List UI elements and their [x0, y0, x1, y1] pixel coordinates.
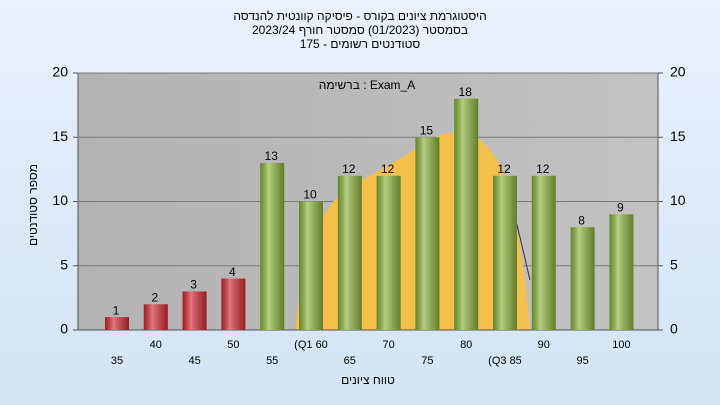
chart-title: היסטוגרמת ציונים בקורס - פיסיקה קוונטית …: [233, 9, 486, 23]
y-tick-label: 5: [60, 256, 68, 272]
bar-shine: [415, 137, 440, 330]
data-label: 9: [617, 201, 624, 215]
annotation: ברשימה : Exam_A: [319, 78, 415, 92]
x-tick-label: 55: [266, 355, 278, 367]
data-label: 12: [497, 162, 511, 176]
bar-shine: [454, 98, 479, 330]
bar-shine: [221, 278, 246, 330]
data-label: 12: [381, 162, 395, 176]
x-tick-label: 90: [538, 339, 550, 351]
x-tick-label: 45: [188, 355, 200, 367]
y-axis-label: מספר סטודנטים: [26, 164, 40, 246]
data-label: 3: [190, 278, 197, 292]
y-tick-label: 15: [52, 128, 68, 144]
x-tick-label: 65: [344, 355, 356, 367]
x-tick-label: 95: [576, 355, 588, 367]
bar-shine: [493, 175, 517, 330]
y-tick-label: 0: [60, 321, 68, 337]
x-tick-label: 70: [382, 339, 394, 351]
bar-shine: [260, 162, 285, 330]
x-tick-label: 50: [227, 339, 239, 351]
data-label: 10: [303, 188, 317, 202]
bar-shine: [143, 304, 168, 330]
data-label: 8: [578, 213, 585, 227]
data-label: 18: [459, 85, 473, 99]
x-tick-label: 35: [111, 355, 123, 367]
bar-shine: [376, 175, 401, 330]
data-label: 15: [420, 123, 434, 137]
x-tick-label: 80: [460, 339, 472, 351]
bar-shine: [570, 227, 595, 330]
bar-shine: [105, 317, 129, 330]
y2-tick-label: 10: [670, 192, 686, 208]
y2-tick-label: 20: [670, 64, 686, 80]
bar-shine: [299, 201, 323, 330]
chart-subtitle: בסמסטר (01/2023) סמסטר חורף 2023/24: [252, 23, 468, 37]
chart-subtitle: סטודנטים רשומים - 175: [300, 37, 421, 51]
bar-shine: [609, 214, 634, 330]
bar-shine: [531, 175, 556, 330]
x-tick-label: (Q1 60: [294, 339, 328, 351]
y2-tick-label: 0: [670, 321, 678, 337]
y-tick-label: 20: [52, 64, 68, 80]
data-label: 1: [113, 303, 120, 317]
data-label: 12: [342, 162, 356, 176]
data-label: 12: [536, 162, 550, 176]
y2-tick-label: 5: [670, 256, 678, 272]
bar-shine: [182, 291, 207, 330]
x-tick-label: 100: [612, 339, 630, 351]
data-label: 2: [151, 290, 158, 304]
x-tick-label: 75: [421, 355, 433, 367]
y-tick-label: 10: [52, 192, 68, 208]
data-label: 4: [229, 265, 236, 279]
y2-tick-label: 15: [670, 128, 686, 144]
bar-shine: [337, 175, 362, 330]
data-label: 13: [265, 149, 279, 163]
x-axis-label: טווח ציונים: [341, 373, 395, 387]
x-tick-label: 40: [150, 339, 162, 351]
x-tick-label: (Q3 85: [488, 355, 522, 367]
